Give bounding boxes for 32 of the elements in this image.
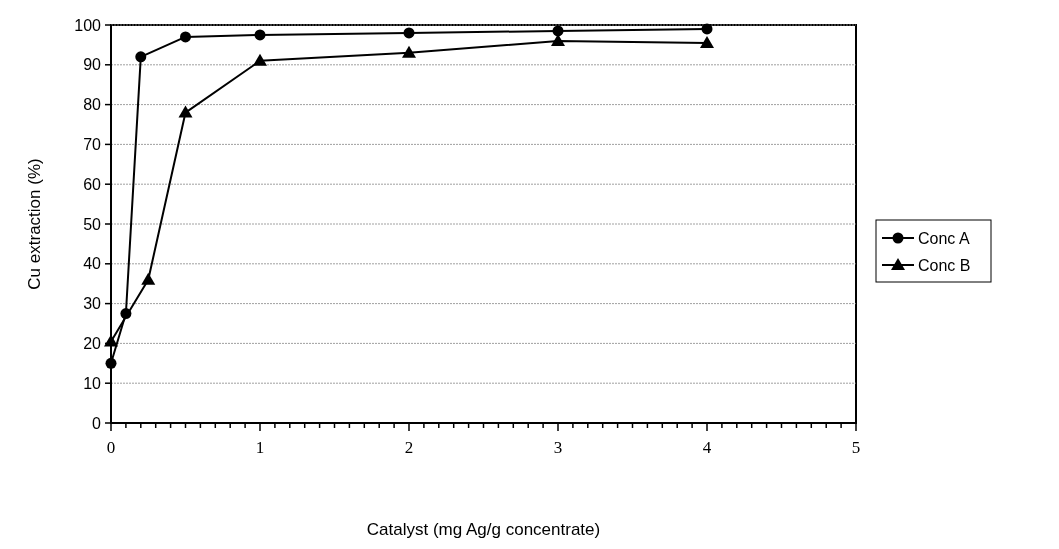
x-tick-label: 3 — [553, 438, 563, 457]
x-axis-title: Catalyst (mg Ag/g concentrate) — [366, 520, 601, 539]
y-tick-label: 80 — [83, 96, 102, 114]
y-tick-label: 0 — [92, 414, 102, 432]
legend-label: Conc B — [918, 256, 971, 274]
y-tick-label: 50 — [83, 215, 102, 233]
y-tick-label: 90 — [83, 56, 102, 74]
point — [402, 45, 416, 58]
point — [141, 272, 156, 285]
x-tick-label: 0 — [106, 438, 116, 457]
x-tick-label: 4 — [702, 438, 712, 457]
point — [253, 53, 267, 66]
point — [700, 35, 714, 48]
x-tick-label: 5 — [851, 438, 861, 457]
y-tick-label: 20 — [83, 335, 102, 352]
y-tick-label: 100 — [74, 16, 102, 34]
x-tick-label: 2 — [404, 438, 414, 457]
legend-label: Conc A — [918, 229, 970, 247]
y-tick-label: 60 — [83, 175, 102, 193]
point — [135, 51, 147, 63]
point — [403, 27, 415, 39]
point — [552, 25, 564, 37]
point — [701, 23, 713, 35]
point — [254, 29, 266, 41]
point — [180, 31, 191, 43]
y-tick-label: 70 — [83, 136, 102, 153]
y-tick-label: 10 — [83, 374, 102, 392]
y-axis-title: Cu extraction (%) — [25, 158, 44, 290]
point — [178, 105, 193, 118]
y-tick-label: 40 — [83, 255, 102, 273]
y-tick-label: 30 — [83, 295, 102, 313]
x-tick-label: 1 — [255, 438, 265, 457]
